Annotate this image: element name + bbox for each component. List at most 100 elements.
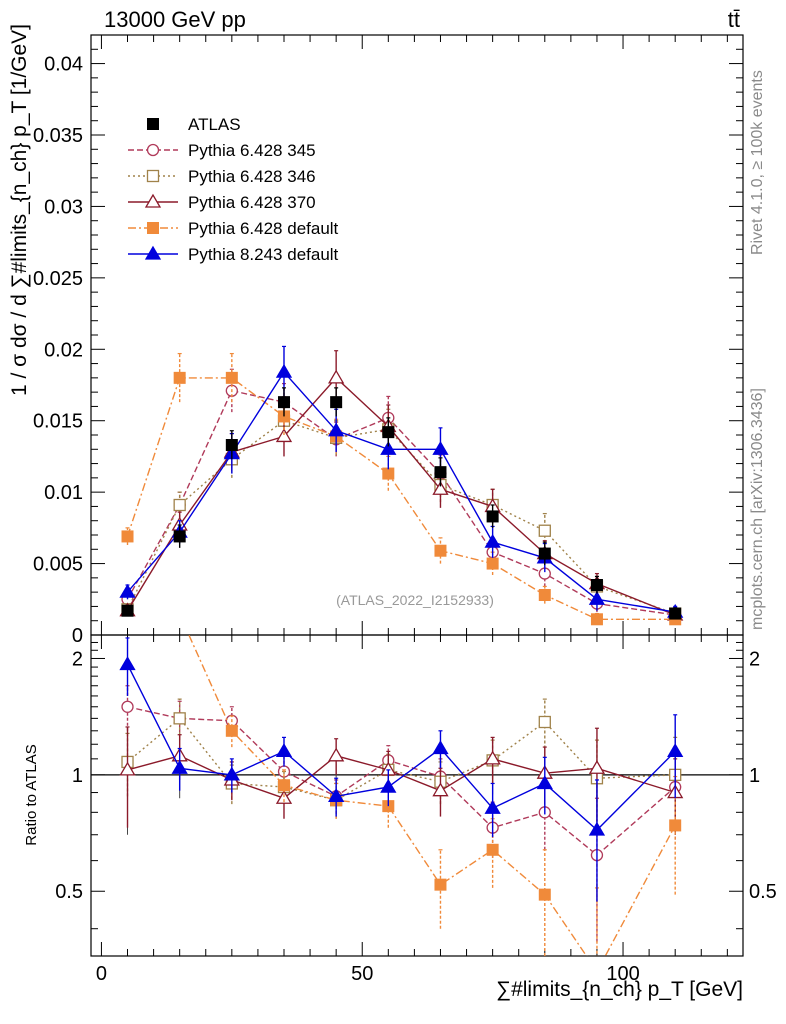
y-tick-label: 0.03 <box>44 196 83 218</box>
main-point <box>328 422 345 437</box>
ratio-point <box>432 740 449 755</box>
rivet-label: Rivet 4.1.0, ≥ 100k events <box>749 70 766 255</box>
ratio-point <box>536 775 553 790</box>
ratio-point <box>121 700 134 713</box>
ratio-point <box>174 609 185 620</box>
y-tick-label: 0.01 <box>44 482 83 504</box>
main-point <box>275 363 293 378</box>
main-point <box>538 524 551 537</box>
main-point <box>330 396 343 409</box>
ratio-point <box>486 843 499 856</box>
main-point <box>434 466 447 479</box>
main-point <box>484 533 501 548</box>
main-point <box>121 530 134 543</box>
ratio-point <box>538 888 551 901</box>
ratio-point <box>588 821 606 836</box>
y-axis-title: 1 / σ dσ / d ∑#limits_{n_ch} p_T [1/GeV] <box>8 24 31 396</box>
ratio-point <box>328 747 345 762</box>
main-point <box>432 440 449 455</box>
main-point <box>590 579 603 591</box>
ratio-point <box>119 761 136 776</box>
y-tick-label: 0 <box>72 625 83 647</box>
ratio-series-5 <box>119 637 684 902</box>
legend-marker <box>147 222 159 234</box>
legend-item-5: Pythia 8.243 default <box>128 245 339 264</box>
ratio-point <box>173 712 186 725</box>
legend-item-2: Pythia 6.428 346 <box>128 167 316 186</box>
x-tick-label: 100 <box>606 963 639 985</box>
main-point <box>434 544 447 557</box>
ratio-point <box>588 759 606 774</box>
ratio-point <box>380 778 397 793</box>
y-tick-label: 0.005 <box>33 554 83 576</box>
main-point <box>588 590 606 605</box>
ratio-series <box>119 609 684 977</box>
y-tick-label: 0.025 <box>33 268 83 290</box>
ratio-point <box>484 750 501 765</box>
legend-label: ATLAS <box>188 115 241 134</box>
main-point <box>486 557 499 570</box>
main-point <box>590 613 603 626</box>
main-point <box>225 439 238 451</box>
legend-marker <box>146 143 160 157</box>
ratio-point <box>328 788 345 802</box>
ratio-y-tick-label-right: 1 <box>749 765 760 787</box>
legend-label: Pythia 6.428 default <box>188 219 339 238</box>
x-tick-label: 50 <box>351 963 373 985</box>
main-point <box>432 480 449 495</box>
main-point <box>277 396 290 409</box>
main-point <box>173 371 186 384</box>
ratio-point <box>225 724 238 737</box>
legend-marker <box>144 245 162 260</box>
ratio-point <box>275 789 293 804</box>
process-label: tt̄ <box>728 7 740 32</box>
legend-item-0: ATLAS <box>147 115 241 134</box>
ratio-y-axis-title: Ratio to ATLAS <box>23 744 40 845</box>
ratio-y-tick-label: 0.5 <box>55 881 83 903</box>
legend-label: Pythia 6.428 345 <box>188 141 316 160</box>
mcplots-label: mcplots.cern.ch [arXiv:1306.3436] <box>749 388 766 630</box>
y-tick-label: 0.035 <box>33 125 83 147</box>
main-point <box>275 428 293 443</box>
ratio-point <box>223 766 240 781</box>
ratio-point <box>591 966 602 977</box>
ratio-y-tick-label: 2 <box>72 648 83 670</box>
main-point <box>121 604 134 617</box>
main-line-5 <box>126 370 676 613</box>
main-point <box>225 371 238 384</box>
ratio-line-2 <box>127 717 676 801</box>
y-tick-label: 0.02 <box>44 339 83 361</box>
ratio-line-5 <box>126 664 676 831</box>
ratio-point <box>434 878 447 891</box>
ratio-panel-frame <box>90 634 744 957</box>
ratio-point <box>432 782 449 797</box>
legend-marker <box>147 118 159 130</box>
main-point <box>669 607 682 620</box>
legend-item-1: Pythia 6.428 345 <box>128 141 316 160</box>
main-point <box>382 467 395 480</box>
main-point <box>538 589 551 601</box>
main-point <box>328 369 345 384</box>
ratio-point <box>119 656 136 671</box>
legend: ATLAS Pythia 6.428 345 Pythia 6.428 346 Pyt… <box>128 115 339 264</box>
ratio-point <box>667 743 684 758</box>
ratio-point <box>275 743 293 758</box>
main-series <box>119 345 684 626</box>
ratio-point <box>277 779 290 792</box>
legend-label: Pythia 6.428 346 <box>188 167 316 186</box>
tick-labels: 0 0.005 0.01 0.015 0.02 0.025 0.03 0.035 0.04 0 50… <box>33 54 777 985</box>
legend-marker <box>144 193 162 208</box>
main-series-0 <box>121 387 682 620</box>
axis-ticks <box>91 35 743 956</box>
ratio-y-tick-label-right: 0.5 <box>749 881 777 903</box>
y-tick-label: 0.04 <box>44 54 83 76</box>
legend-marker <box>146 169 160 183</box>
main-point <box>380 440 397 455</box>
ratio-y-tick-label-right: 2 <box>749 648 760 670</box>
y-tick-label: 0.015 <box>33 411 83 433</box>
ratio-point <box>171 759 188 774</box>
ratio-point <box>538 715 551 729</box>
energy-label: 13000 GeV pp <box>104 7 246 32</box>
x-axis-title: ∑#limits_{n_ch} p_T [GeV] <box>496 978 743 1001</box>
legend-item-4: Pythia 6.428 default <box>128 219 339 238</box>
